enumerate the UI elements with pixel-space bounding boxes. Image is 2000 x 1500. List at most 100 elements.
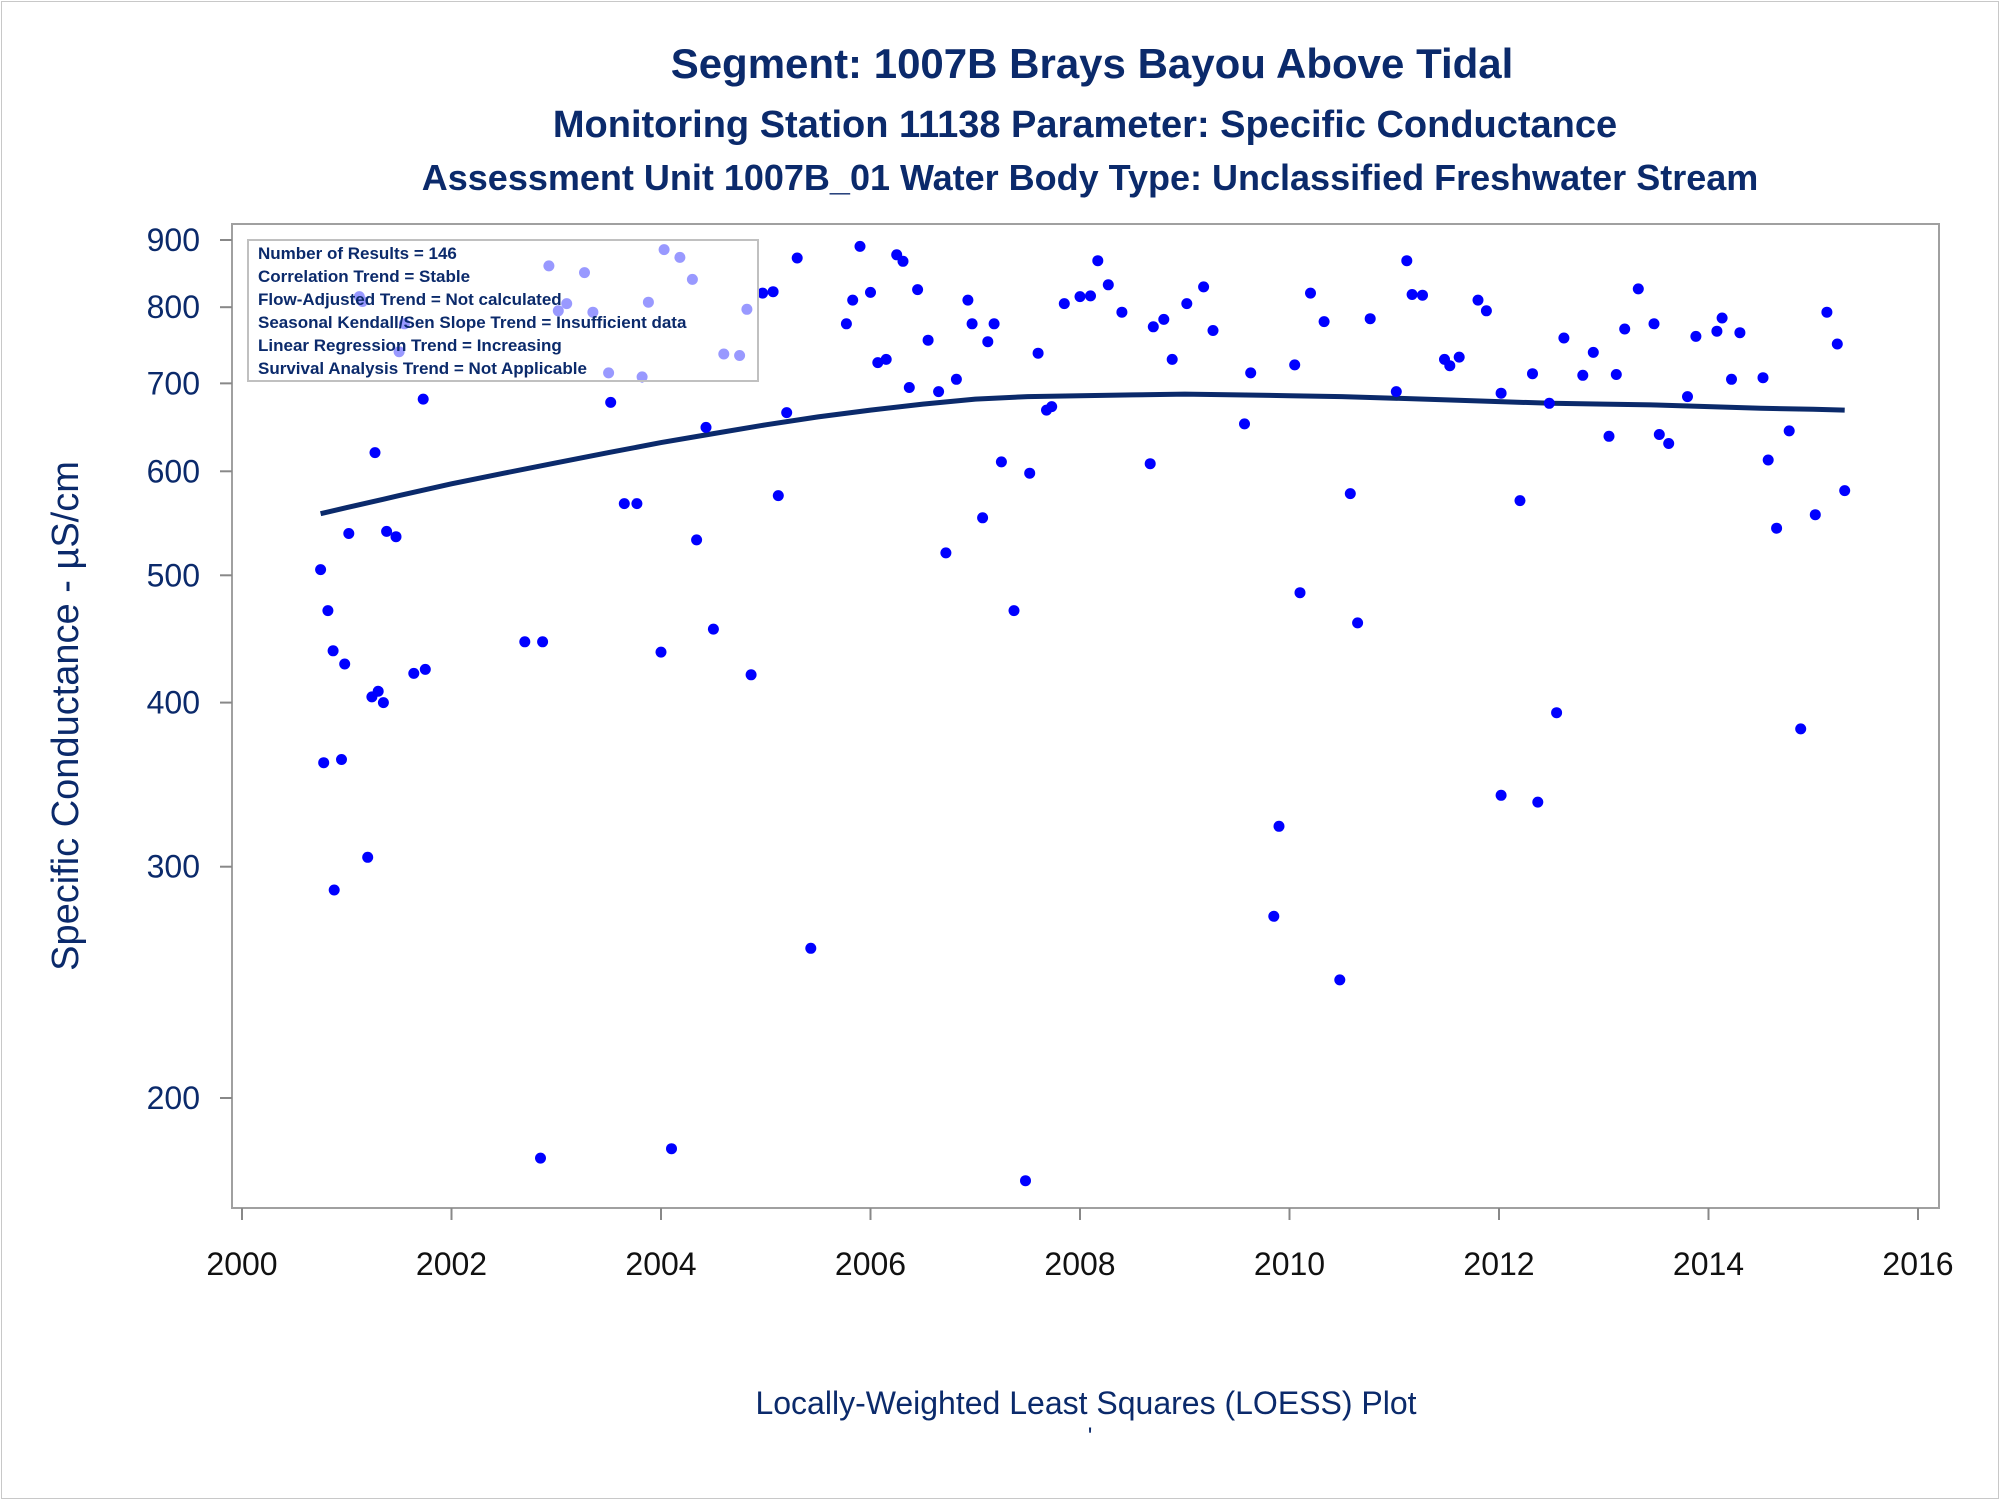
data-point [1543, 397, 1555, 409]
data-point [1821, 306, 1833, 318]
y-tick-label: 200 [147, 1080, 200, 1116]
data-point [912, 284, 924, 296]
x-tick-label: 2014 [1673, 1246, 1744, 1282]
x-tick-label: 2000 [206, 1246, 277, 1282]
data-point [840, 318, 852, 330]
data-point [1711, 325, 1723, 337]
data-point [1058, 298, 1070, 310]
data-point [757, 287, 769, 299]
data-point [408, 667, 420, 679]
data-point [1020, 1175, 1031, 1187]
data-point [903, 382, 915, 393]
data-point [1453, 351, 1465, 363]
data-point [1762, 454, 1774, 466]
data-point [362, 851, 374, 863]
data-point [1024, 467, 1036, 479]
data-point [1577, 369, 1589, 381]
y-tick-label: 700 [147, 365, 200, 401]
data-point [1839, 485, 1851, 497]
data-point [419, 663, 431, 675]
data-point [977, 512, 989, 524]
data-point [982, 336, 994, 348]
data-point [381, 525, 393, 537]
data-point [1417, 289, 1428, 301]
data-point [1364, 313, 1376, 325]
data-point [1472, 294, 1484, 306]
x-tick-label: 2008 [1044, 1246, 1115, 1282]
data-point [1716, 312, 1728, 324]
data-point [519, 636, 531, 648]
data-point [691, 534, 703, 546]
plot-area [231, 223, 1940, 1209]
data-point [940, 547, 952, 559]
x-tick-label: 2006 [835, 1246, 906, 1282]
data-point [1632, 283, 1644, 295]
data-point [336, 754, 347, 765]
data-point [805, 942, 817, 954]
data-point [1158, 313, 1170, 325]
data-point [1334, 974, 1346, 986]
data-point [933, 386, 945, 398]
y-tick-label: 300 [147, 849, 200, 885]
data-point [1682, 391, 1693, 403]
data-point [1294, 587, 1306, 599]
data-point [372, 685, 384, 697]
data-point [1166, 353, 1178, 365]
data-point [1558, 332, 1570, 344]
data-point [1532, 796, 1544, 808]
data-point [1116, 306, 1128, 318]
data-point [535, 1152, 546, 1164]
data-point [1344, 488, 1356, 500]
data-point [950, 373, 962, 385]
data-point [962, 294, 974, 306]
data-point [1619, 323, 1631, 335]
data-point [1305, 287, 1316, 299]
data-point [847, 294, 859, 306]
chart-subtitle: Monitoring Station 11138 Parameter: Spec… [553, 104, 1617, 146]
data-point [377, 697, 389, 709]
data-point [791, 252, 803, 264]
data-point [1352, 617, 1364, 629]
data-point [655, 646, 667, 658]
data-point [1032, 347, 1044, 359]
data-point [1444, 360, 1456, 372]
data-point [854, 240, 866, 252]
y-tick-label: 900 [147, 222, 200, 258]
data-point [318, 757, 330, 769]
data-point [605, 396, 617, 408]
data-point [772, 490, 784, 502]
x-tick-label: 2004 [625, 1246, 696, 1282]
y-tick-label: 400 [147, 685, 200, 721]
data-point [1046, 401, 1058, 413]
x-axis: 2000 2002 2004 2006 2008 2010 2012 2014 2016 [206, 1208, 1954, 1282]
data-point [966, 318, 978, 330]
data-point [1551, 707, 1563, 719]
data-point [1653, 429, 1665, 440]
data-point [1648, 318, 1660, 330]
data-point [1757, 372, 1769, 384]
x-tick-label: 2016 [1882, 1246, 1953, 1282]
data-point [618, 498, 630, 510]
stats-line-2: Correlation Trend = Stable [258, 267, 470, 286]
data-point [1771, 522, 1783, 534]
data-point [1480, 305, 1492, 317]
y-tick-label: 600 [147, 453, 200, 489]
data-point [872, 357, 884, 369]
data-point [1610, 369, 1622, 380]
data-point [745, 669, 757, 681]
stats-line-4: Seasonal Kendall/Sen Slope Trend = Insuf… [258, 313, 687, 332]
data-point [767, 286, 779, 298]
data-point [343, 528, 355, 539]
loess-line [320, 391, 1845, 517]
x-tick-label: 2010 [1254, 1246, 1325, 1282]
data-point [865, 286, 876, 298]
data-point [1795, 723, 1807, 735]
data-point [1390, 386, 1402, 398]
x-tick-label: 2012 [1463, 1246, 1534, 1282]
data-point [1181, 298, 1193, 310]
data-point [327, 645, 339, 657]
data-point [1273, 820, 1285, 832]
footnote: ' [1088, 1423, 1093, 1450]
data-point [631, 498, 643, 510]
data-point [1726, 373, 1737, 385]
